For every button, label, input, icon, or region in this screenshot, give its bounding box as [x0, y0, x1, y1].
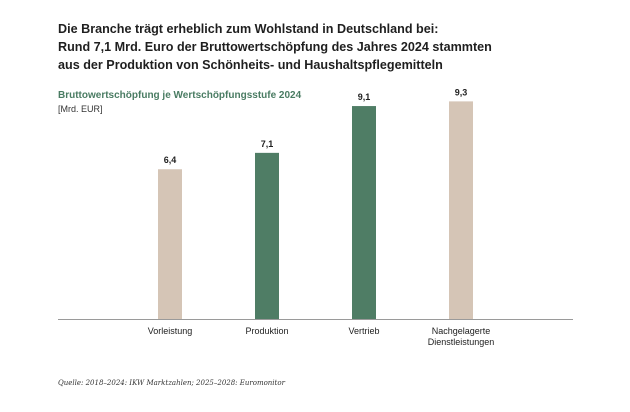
- data-label-2: 7,1: [261, 139, 274, 149]
- headline-line-3: aus der Produktion von Schönheits- und H…: [58, 58, 443, 72]
- y-axis-unit: [Mrd. EUR]: [58, 104, 103, 114]
- x-tick-label-4: Nachgelagerte Dienstleistungen: [428, 326, 495, 347]
- bar-2: [255, 152, 279, 319]
- bar-4: [449, 101, 473, 319]
- data-label-3: 9,1: [358, 92, 371, 102]
- x-tick-label-3: Vertrieb: [348, 326, 379, 336]
- data-label-1: 6,4: [164, 155, 177, 165]
- headline: Die Branche trägt erheblich zum Wohlstan…: [58, 20, 578, 74]
- data-label-4: 9,3: [455, 87, 468, 97]
- source-note: Quelle: 2018–2024: IKW Marktzahlen; 2025…: [58, 379, 285, 387]
- x-tick-label-1: Vorleistung: [148, 326, 193, 336]
- headline-line-1: Die Branche trägt erheblich zum Wohlstan…: [58, 22, 439, 36]
- headline-line-2: Rund 7,1 Mrd. Euro der Bruttowertschöpfu…: [58, 40, 492, 54]
- bar-1: [158, 169, 182, 319]
- x-tick-label-2: Produktion: [245, 326, 288, 336]
- chart-title: Bruttowertschöpfung je Wertschöpfungsstu…: [58, 90, 302, 101]
- bar-3: [352, 106, 376, 319]
